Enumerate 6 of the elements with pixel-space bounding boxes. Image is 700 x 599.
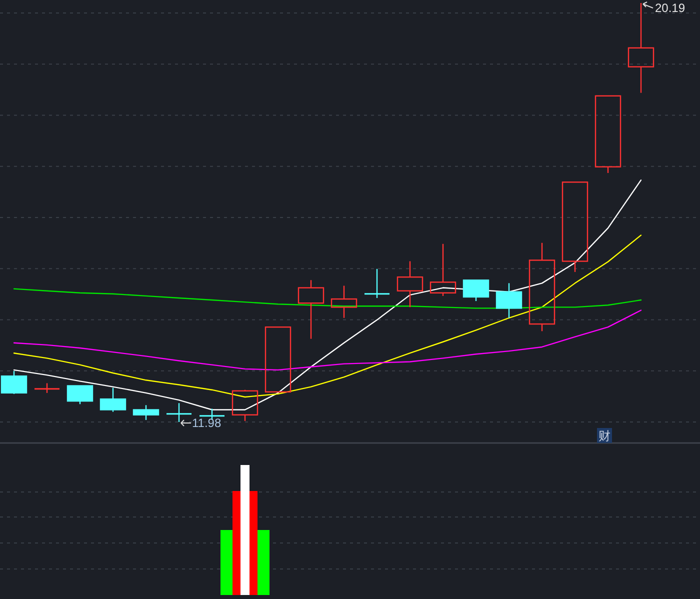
- candlestick: [396, 260, 424, 308]
- text: 财: [598, 429, 610, 443]
- candlestick: [628, 2, 654, 94]
- annotation: 20.19: [655, 1, 686, 15]
- annotation: 11.98: [192, 416, 222, 430]
- candlestick: [330, 285, 358, 318]
